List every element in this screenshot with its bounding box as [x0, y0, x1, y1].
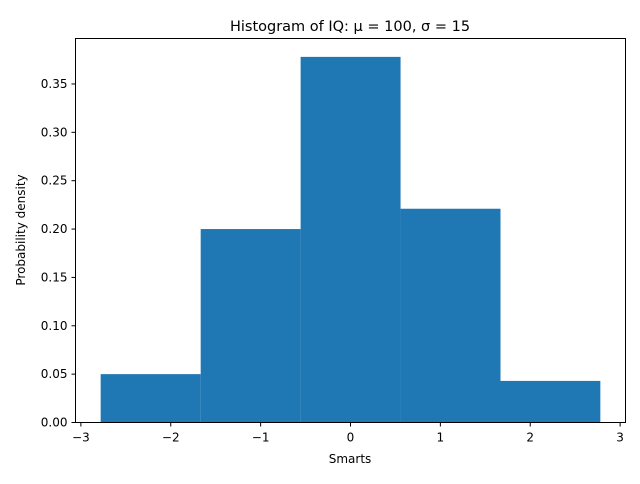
y-tick-label: 0.15: [41, 270, 68, 284]
y-tick-label: 0.30: [41, 125, 68, 139]
y-tick-label: 0.25: [41, 174, 68, 188]
x-tick-label: −1: [252, 431, 270, 445]
y-tick-label: 0.10: [41, 319, 68, 333]
chart-title: Histogram of IQ: μ = 100, σ = 15: [230, 19, 470, 35]
histogram-bar-1: [100, 374, 201, 423]
y-tick-label: 0.00: [41, 416, 68, 430]
y-ticks: 0.00 0.05 0.10 0.15 0.20 0.25 0.30 0.35: [41, 77, 76, 430]
x-tick-label: −3: [72, 431, 90, 445]
x-axis-label: Smarts: [329, 452, 372, 466]
histogram-bar-4: [400, 208, 501, 423]
bars-layer: [100, 56, 601, 423]
x-tick-label: 1: [437, 431, 445, 445]
y-tick-label: 0.35: [41, 77, 68, 91]
x-ticks: −3 −2 −1 0 1 2 3: [72, 422, 624, 445]
y-tick-label: 0.05: [41, 367, 68, 381]
x-tick-label: −2: [162, 431, 180, 445]
histogram-bar-5: [500, 380, 601, 423]
y-tick-label: 0.20: [41, 222, 68, 236]
y-axis-label: Probability density: [14, 174, 28, 285]
histogram-bar-3: [300, 56, 401, 423]
histogram-bar-2: [200, 229, 301, 423]
x-tick-label: 2: [526, 431, 534, 445]
x-tick-label: 3: [616, 431, 624, 445]
plot-frame: [75, 38, 626, 423]
x-tick-label: 0: [347, 431, 355, 445]
